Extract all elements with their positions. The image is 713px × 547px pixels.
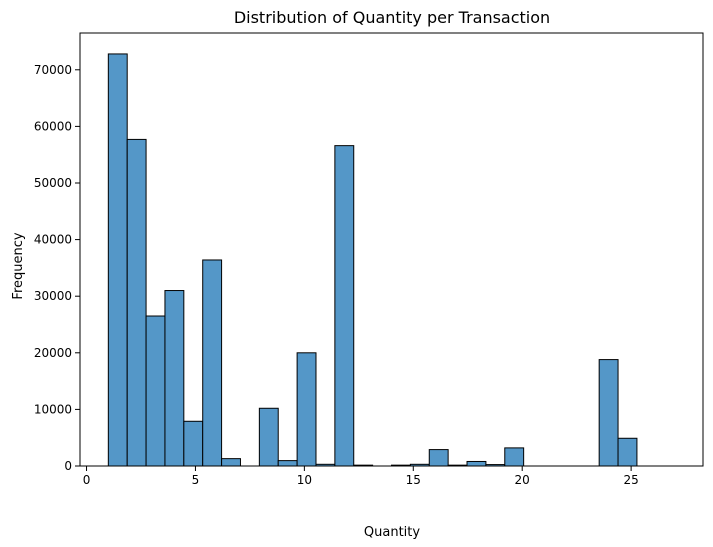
y-tick-label: 60000 [34, 119, 72, 133]
histogram-bar-20 [466, 460, 487, 467]
x-tick-label: 5 [192, 473, 200, 487]
x-tick-label: 15 [406, 473, 421, 487]
y-axis-ticks: 0 10000 20000 30000 40000 50000 60000 70000 [34, 63, 80, 473]
histogram-bar-1 [107, 53, 128, 467]
y-tick-label: 0 [64, 459, 72, 473]
histogram-bar-11 [296, 352, 317, 467]
x-axis-ticks: 0 5 10 15 20 25 [83, 466, 639, 487]
x-tick-label: 25 [623, 473, 638, 487]
x-axis-label: Quantity [364, 525, 420, 540]
y-tick-label: 20000 [34, 346, 72, 360]
histogram-bar-3 [145, 315, 166, 467]
histogram-bar-4 [164, 290, 185, 467]
histogram-bar-18 [428, 449, 449, 467]
histogram-bar-6 [202, 259, 223, 467]
histogram-bar-28 [617, 437, 638, 467]
y-tick-label: 30000 [34, 289, 72, 303]
plot-frame [79, 32, 704, 467]
y-axis-label: Frequency [11, 232, 26, 299]
histogram-bar-22 [504, 447, 525, 467]
x-tick-label: 0 [83, 473, 91, 487]
histogram-bar-5 [183, 420, 204, 467]
x-tick-label: 20 [515, 473, 530, 487]
histogram-bar-7 [221, 458, 241, 467]
x-tick-label: 10 [297, 473, 312, 487]
bars-layer [107, 53, 638, 467]
histogram-bar-2 [126, 138, 147, 467]
y-tick-label: 70000 [34, 63, 72, 77]
y-tick-label: 50000 [34, 176, 72, 190]
histogram-bar-27 [598, 359, 619, 467]
chart-title: Distribution of Quantity per Transaction [234, 8, 550, 27]
histogram-bar-9 [258, 407, 279, 467]
y-tick-label: 40000 [34, 233, 72, 247]
histogram-bar-13 [334, 145, 355, 467]
histogram-bar-10 [277, 460, 298, 467]
y-tick-label: 10000 [34, 402, 72, 416]
